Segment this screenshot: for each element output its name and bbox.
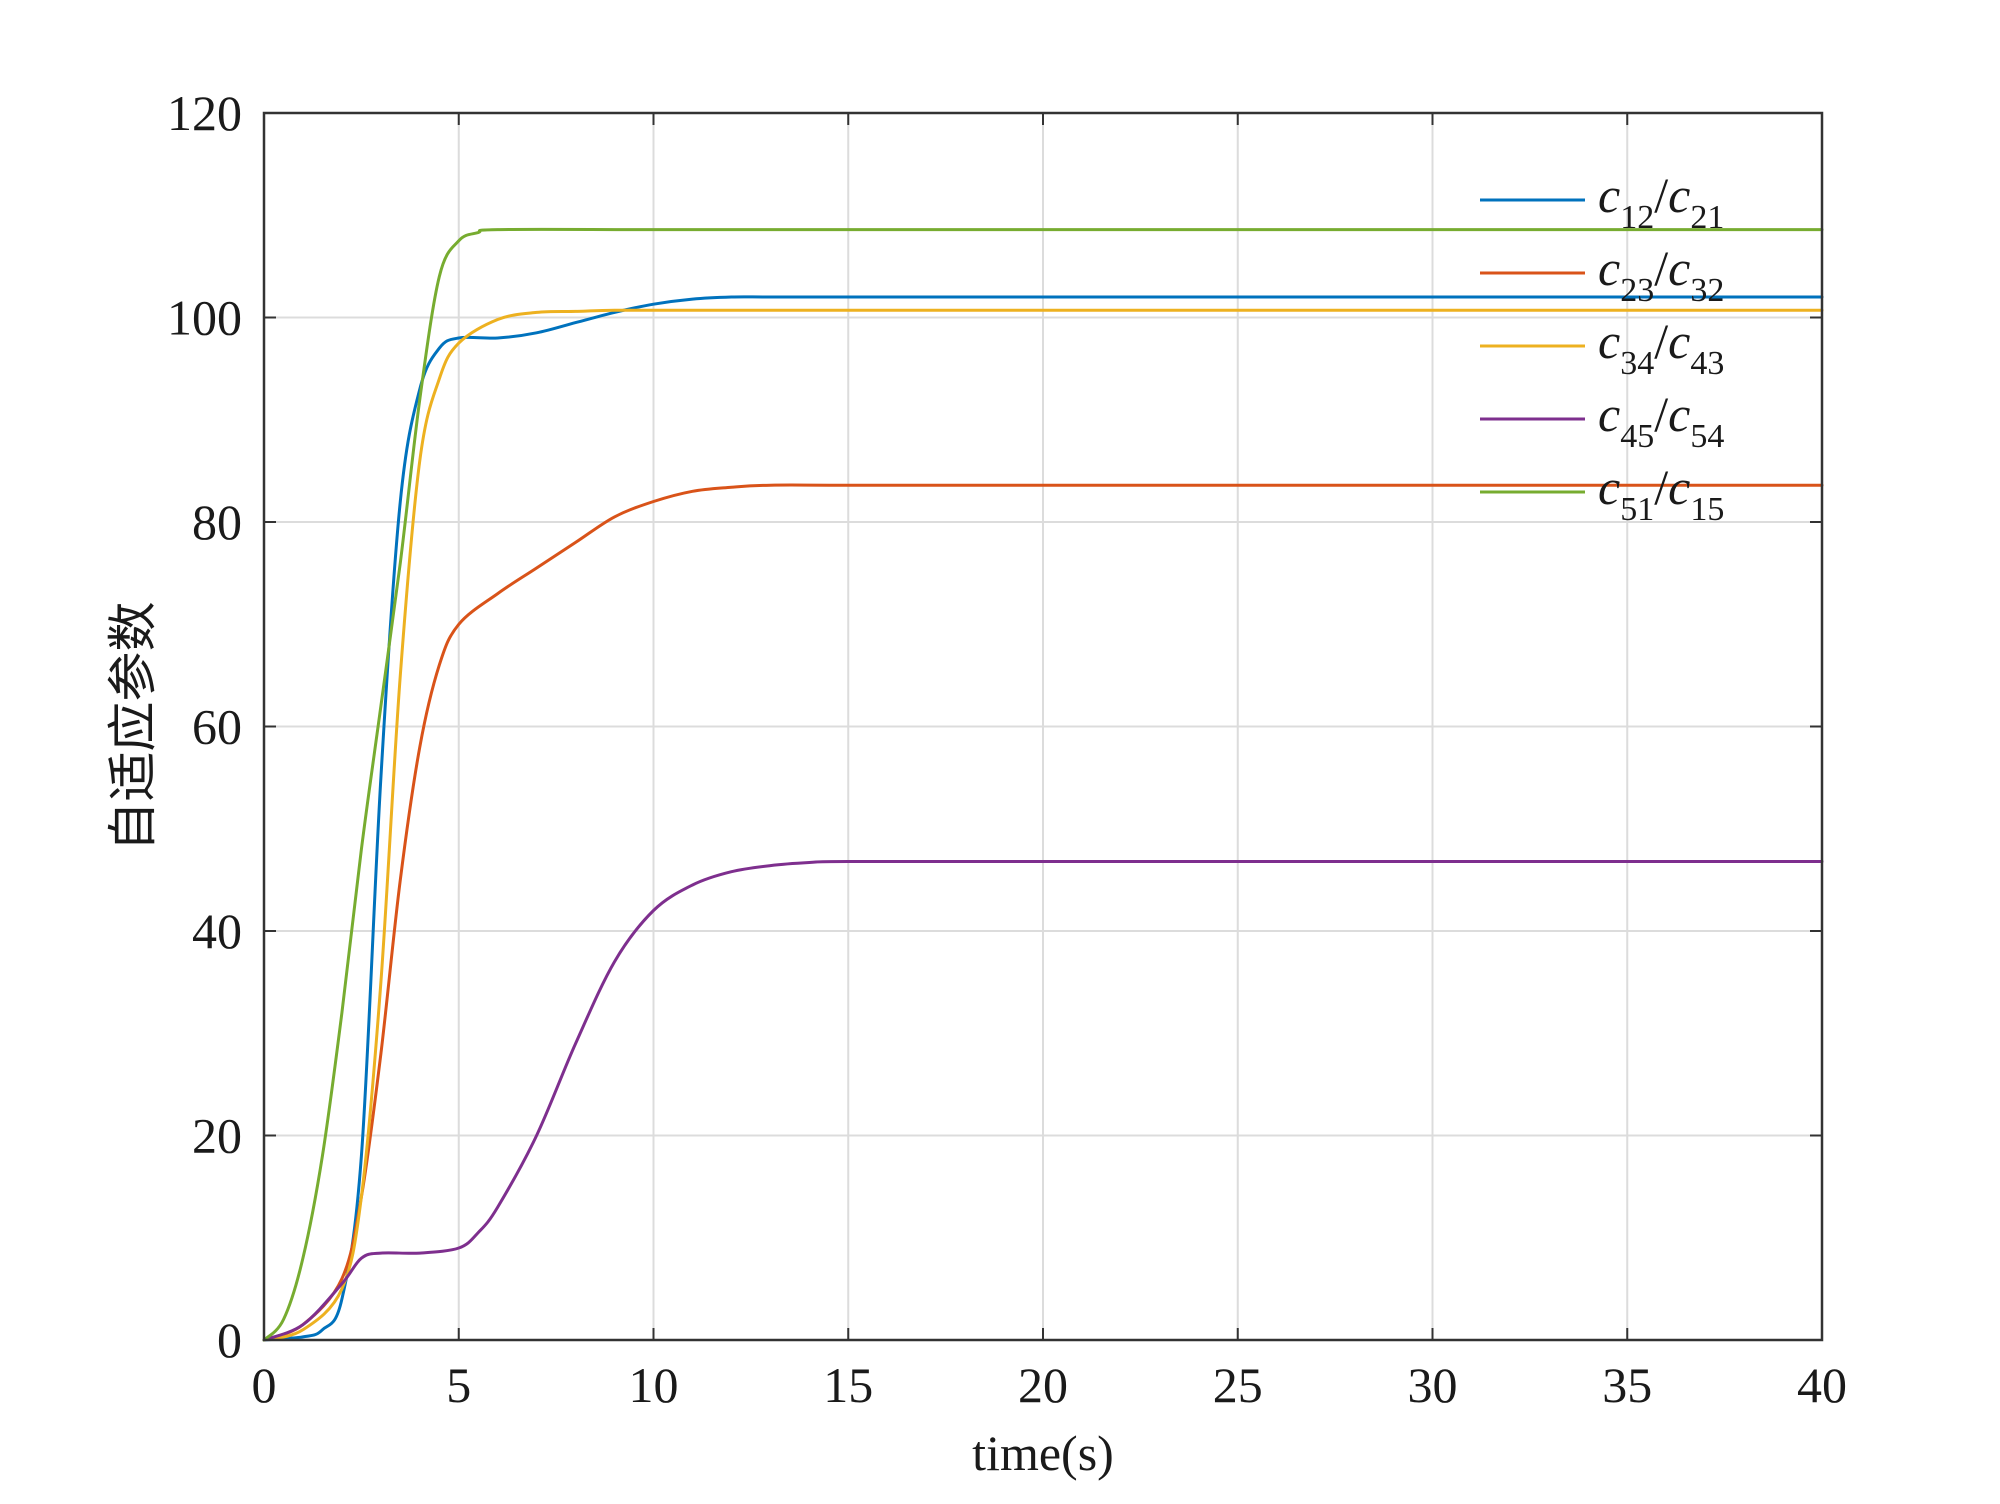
y-tick-label: 100 <box>167 290 242 346</box>
x-tick-label: 0 <box>252 1357 277 1413</box>
legend-subscript: 54 <box>1690 418 1724 455</box>
y-tick-label: 120 <box>167 85 242 141</box>
legend-subscript: 23 <box>1620 272 1654 309</box>
legend-subscript: 43 <box>1690 345 1724 382</box>
x-axis-title: time(s) <box>972 1425 1114 1481</box>
legend-symbol: c <box>1598 167 1620 223</box>
series-line-c34-c43 <box>262 308 1824 1342</box>
legend-label: c23/c32 <box>1598 240 1724 309</box>
legend-symbol: c <box>1598 313 1620 369</box>
x-tick-label: 15 <box>823 1357 873 1413</box>
series-lines <box>262 227 1824 1342</box>
legend-symbol: c <box>1668 167 1690 223</box>
x-tick-label: 30 <box>1408 1357 1458 1413</box>
x-tick-label: 10 <box>629 1357 679 1413</box>
legend-subscript: 45 <box>1620 418 1654 455</box>
legend-subscript: 34 <box>1620 345 1654 382</box>
legend-label: c51/c15 <box>1598 459 1724 528</box>
legend-label: c12/c21 <box>1598 167 1724 236</box>
series-line-c45-c54 <box>262 859 1824 1342</box>
series-line-c23-c32 <box>262 483 1824 1342</box>
legend-symbol: c <box>1668 459 1690 515</box>
legend-subscript: 15 <box>1690 491 1724 528</box>
legend-symbol: c <box>1668 386 1690 442</box>
legend-subscript: 21 <box>1690 199 1724 236</box>
legend-symbol: c <box>1598 386 1620 442</box>
x-tick-label: 5 <box>446 1357 471 1413</box>
x-tick-label: 35 <box>1602 1357 1652 1413</box>
legend-label: c45/c54 <box>1598 386 1724 455</box>
legend-symbol: c <box>1598 240 1620 296</box>
grid <box>264 113 1822 1340</box>
x-tick-label: 25 <box>1213 1357 1263 1413</box>
x-tick-label: 20 <box>1018 1357 1068 1413</box>
tick-labels: 0 5 10 15 20 25 30 35 40 0 20 40 60 80 100 120 <box>167 85 1847 1413</box>
y-tick-label: 40 <box>192 903 242 959</box>
legend-subscript: 51 <box>1620 491 1654 528</box>
legend-symbol: c <box>1598 459 1620 515</box>
y-tick-label: 20 <box>192 1108 242 1164</box>
legend-subscript: 12 <box>1620 199 1654 236</box>
y-tick-label: 80 <box>192 494 242 550</box>
y-tick-label: 60 <box>192 699 242 755</box>
y-tick-label: 0 <box>217 1312 242 1368</box>
y-axis-title: 自适应参数 <box>105 602 161 852</box>
plot-frame <box>262 111 1824 1342</box>
legend-symbol: c <box>1668 240 1690 296</box>
axes <box>262 111 1824 1342</box>
legend-label: c34/c43 <box>1598 313 1724 382</box>
x-tick-label: 40 <box>1797 1357 1847 1413</box>
series-line-c51-c15 <box>262 227 1824 1342</box>
legend-subscript: 32 <box>1690 272 1724 309</box>
legend-symbol: c <box>1668 313 1690 369</box>
series-line-c12-c21 <box>262 295 1824 1342</box>
